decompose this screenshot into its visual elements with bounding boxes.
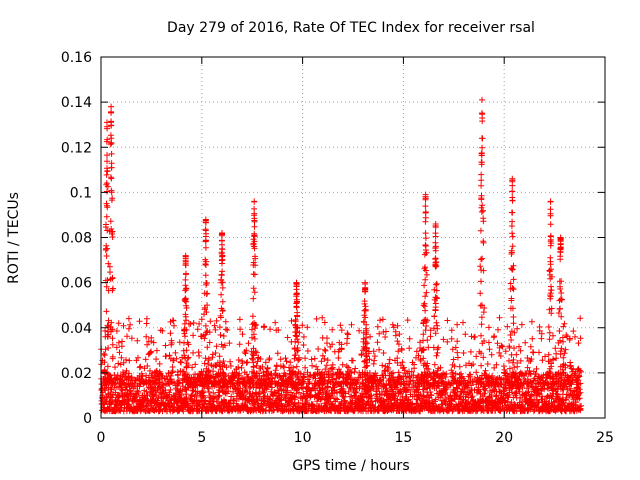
x-tick-label: 20 <box>495 430 513 446</box>
y-tick-label: 0 <box>83 411 92 427</box>
y-tick-label: 0.06 <box>61 276 92 292</box>
y-tick-label: 0.14 <box>61 95 92 111</box>
y-tick-label: 0.02 <box>61 366 92 382</box>
x-axis-label: GPS time / hours <box>292 458 409 474</box>
y-tick-label: 0.12 <box>61 140 92 156</box>
y-tick-label: 0.1 <box>70 185 92 201</box>
x-tick-label: 10 <box>294 430 312 446</box>
x-tick-label: 0 <box>97 430 106 446</box>
y-tick-label: 0.04 <box>61 321 92 337</box>
y-tick-label: 0.16 <box>61 50 92 66</box>
x-tick-label: 15 <box>394 430 412 446</box>
chart-title: Day 279 of 2016, Rate Of TEC Index for r… <box>167 20 535 36</box>
y-tick-label: 0.08 <box>61 231 92 247</box>
y-axis-label: ROTI / TECUs <box>6 192 22 284</box>
axis-ticks: 0 0.02 0.04 0.06 0.08 0.1 0.12 0.14 0.16 0 5 10 15 20… <box>61 50 614 446</box>
x-tick-label: 25 <box>596 430 614 446</box>
x-tick-label: 5 <box>197 430 206 446</box>
